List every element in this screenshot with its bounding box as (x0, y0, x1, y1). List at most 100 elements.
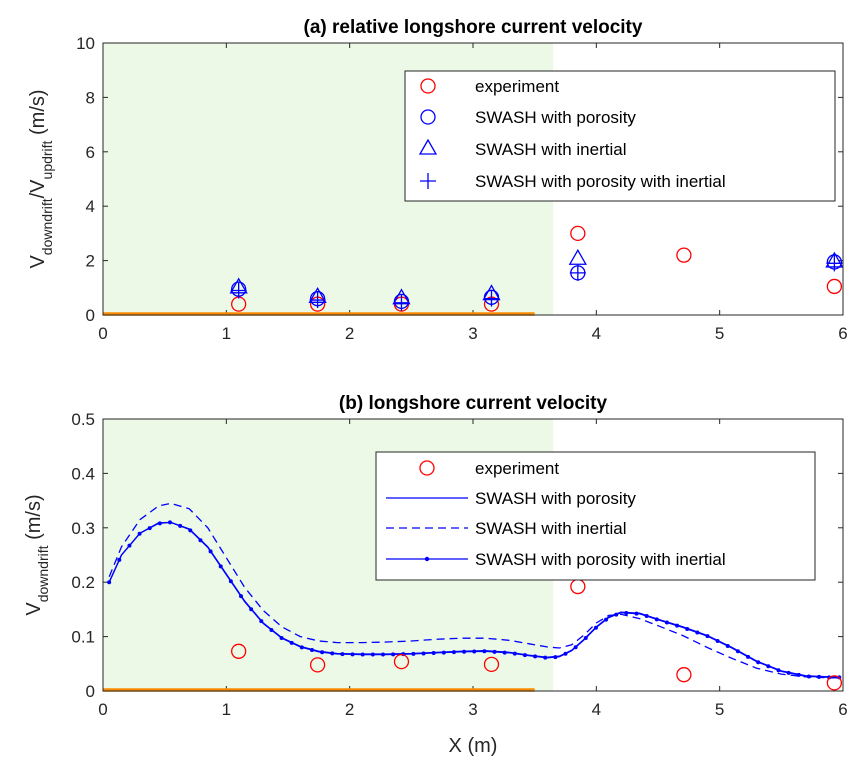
data-point-plus (230, 282, 247, 299)
y-axis-label-part: (m/s) (27, 89, 49, 140)
data-point-circle (676, 247, 692, 263)
series-dot (350, 652, 355, 657)
series-dot (675, 623, 680, 628)
x-tick-label: 6 (838, 700, 847, 719)
legend-dot (424, 556, 430, 562)
series-dot (320, 650, 325, 655)
series-dot (776, 668, 781, 673)
y-axis-label-part: updrift (39, 140, 55, 179)
data-point-plus (393, 294, 410, 311)
series-dot (472, 649, 477, 654)
series-dot (441, 650, 446, 655)
x-tick-label: 3 (468, 324, 477, 343)
x-tick-label: 1 (222, 700, 231, 719)
series-dot (756, 660, 761, 665)
series-dot (147, 526, 152, 531)
data-point-plus (826, 255, 843, 272)
series-dot (654, 617, 659, 622)
series-dot (249, 607, 254, 612)
data-point-circle (676, 667, 692, 683)
x-tick-label: 4 (592, 700, 601, 719)
legend-label: SWASH with porosity with inertial (475, 550, 726, 569)
legend-label: SWASH with inertial (475, 140, 626, 159)
data-point-circle (393, 653, 410, 670)
series-dot (512, 651, 517, 656)
series-dot (644, 614, 649, 619)
y-tick-label: 0.5 (71, 410, 95, 429)
series-dot (380, 652, 385, 657)
series-dot (228, 579, 233, 584)
y-tick-label: 4 (86, 197, 95, 216)
x-tick-label: 6 (838, 324, 847, 343)
series-dot (817, 674, 822, 679)
series-dot (157, 521, 162, 526)
series-dot (269, 627, 274, 632)
series-dot (614, 612, 619, 617)
x-tick-label: 5 (715, 324, 724, 343)
y-tick-label: 0 (86, 682, 95, 701)
x-tick-label: 0 (98, 324, 107, 343)
y-tick-label: 0.1 (71, 628, 95, 647)
series-dot (553, 655, 558, 660)
y-tick-label: 0.4 (71, 464, 95, 483)
series-dot (299, 645, 304, 650)
x-tick-label: 0 (98, 700, 107, 719)
y-axis-label-part: /V (27, 179, 49, 199)
x-tick-label: 2 (345, 324, 354, 343)
series-dot (411, 651, 416, 656)
y-tick-label: 0.3 (71, 519, 95, 538)
series-dot (593, 625, 598, 630)
series-line-dashed (108, 502, 840, 679)
series-dot (238, 594, 243, 599)
series-dot (573, 645, 578, 650)
y-axis-label-part: V (27, 255, 49, 269)
x-axis-label: X (m) (449, 735, 498, 757)
series-dot (624, 610, 629, 615)
legend: experiment SWASH with porosity SWASH with … (375, 451, 816, 581)
series-dot (289, 640, 294, 645)
x-tick-label: 5 (715, 700, 724, 719)
series-dot (208, 549, 213, 554)
y-axis-label-part: (m/s) (23, 494, 45, 545)
series-dot (604, 617, 609, 622)
y-tick-label: 10 (76, 34, 95, 53)
y-axis-label-part: downdrift (39, 198, 55, 255)
series-dot (279, 636, 284, 641)
series-dot (685, 626, 690, 631)
panel-b: 0 1 2 3 4 5 6 0 0.1 0.2 0.3 0.4 0.5 (b) longshore cur… (23, 393, 848, 757)
data-point-circle (570, 225, 586, 242)
series-dot (421, 651, 426, 656)
x-tick-label: 1 (222, 324, 231, 343)
legend: experiment SWASH with porosity SWASH with … (404, 70, 836, 202)
y-axis-label: Vdowndrift/Vupdrift (m/s) (27, 89, 55, 268)
legend-label: SWASH with porosity with inertial (475, 172, 726, 191)
series-dot (502, 650, 507, 655)
series-dot (492, 649, 497, 654)
panel-a: 0 1 2 3 4 5 6 0 2 4 6 8 10 (a) relative longshore cur… (27, 17, 848, 343)
data-point-circle (570, 578, 586, 595)
data-point-triangle (568, 248, 587, 265)
series-dot (786, 670, 791, 675)
series-dot (198, 538, 203, 543)
series-dot (360, 652, 365, 657)
series-dot (451, 650, 456, 655)
series-dot (533, 654, 538, 659)
legend-label: experiment (475, 77, 559, 96)
series-dot (735, 649, 740, 654)
series-dot (117, 557, 122, 562)
series-dot (583, 636, 588, 641)
series-dot (715, 639, 720, 644)
series-dot (330, 651, 335, 656)
series-dot (664, 620, 669, 625)
legend-marker-plus (420, 173, 436, 189)
series-dot (259, 619, 264, 624)
legend-label: SWASH with porosity (475, 489, 636, 508)
legend-marker-circle (420, 78, 436, 94)
legend-label: experiment (475, 459, 559, 478)
series-dot (695, 630, 700, 635)
series-dot (178, 523, 183, 528)
series-dot (766, 664, 771, 669)
x-tick-label: 4 (592, 324, 601, 343)
legend-label: SWASH with porosity (475, 108, 636, 127)
